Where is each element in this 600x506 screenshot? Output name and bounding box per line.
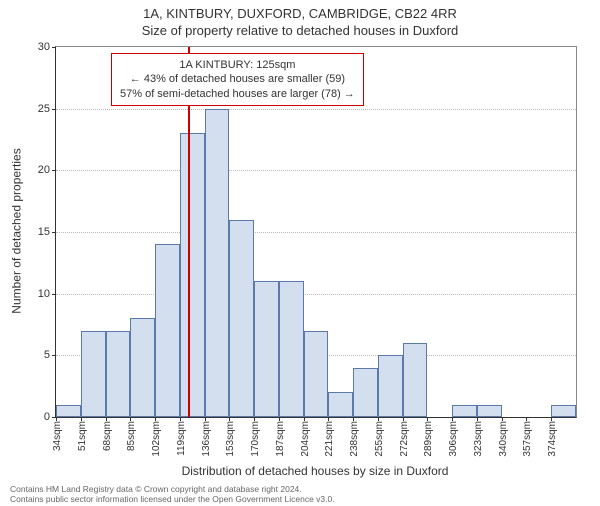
y-axis-label-container: Number of detached properties — [8, 46, 26, 416]
histogram-bar — [477, 405, 502, 417]
x-tick-label: 102sqm — [151, 421, 162, 457]
x-tick-label: 85sqm — [126, 421, 137, 451]
gridline — [56, 109, 576, 110]
y-tick-mark — [52, 355, 56, 356]
gridline — [56, 294, 576, 295]
y-tick-mark — [52, 170, 56, 171]
y-tick-mark — [52, 47, 56, 48]
x-tick-label: 204sqm — [300, 421, 311, 457]
x-tick-label: 170sqm — [250, 421, 261, 457]
annotation-line3: 57% of semi-detached houses are larger (… — [120, 87, 355, 101]
footer-attribution: Contains HM Land Registry data © Crown c… — [10, 484, 335, 504]
histogram-bar — [205, 109, 230, 417]
histogram-bar — [452, 405, 477, 417]
x-tick-label: 323sqm — [473, 421, 484, 457]
y-tick-mark — [52, 109, 56, 110]
annotation-line2: ← 43% of detached houses are smaller (59… — [120, 72, 355, 86]
histogram-bar — [130, 318, 155, 417]
x-tick-label: 187sqm — [275, 421, 286, 457]
y-tick-label: 30 — [38, 41, 50, 53]
y-tick-label: 25 — [38, 103, 50, 115]
histogram-bar — [106, 331, 131, 417]
x-tick-label: 51sqm — [77, 421, 88, 451]
x-axis-label: Distribution of detached houses by size … — [55, 464, 575, 478]
x-tick-label: 255sqm — [374, 421, 385, 457]
histogram-bar — [378, 355, 403, 417]
histogram-bar — [180, 133, 205, 417]
y-tick-label: 0 — [44, 411, 50, 423]
x-tick-label: 340sqm — [498, 421, 509, 457]
x-tick-label: 306sqm — [448, 421, 459, 457]
gridline — [56, 232, 576, 233]
histogram-bar — [328, 392, 353, 417]
histogram-bar — [353, 368, 378, 417]
histogram-bar — [81, 331, 106, 417]
x-tick-label: 374sqm — [547, 421, 558, 457]
histogram-bar — [56, 405, 81, 417]
y-tick-label: 10 — [38, 288, 50, 300]
histogram-bar — [304, 331, 329, 417]
x-tick-label: 34sqm — [52, 421, 63, 451]
histogram-bar — [229, 220, 254, 417]
footer-line2: Contains public sector information licen… — [10, 494, 335, 504]
x-tick-label: 357sqm — [522, 421, 533, 457]
y-tick-label: 15 — [38, 226, 50, 238]
x-tick-label: 119sqm — [176, 421, 187, 456]
x-tick-label: 289sqm — [423, 421, 434, 457]
histogram-bar — [254, 281, 279, 417]
chart-plot-area: 05101520253034sqm51sqm68sqm85sqm102sqm11… — [55, 46, 577, 418]
x-tick-label: 68sqm — [102, 421, 113, 451]
y-tick-label: 20 — [38, 164, 50, 176]
histogram-bar — [155, 244, 180, 417]
histogram-bar — [551, 405, 576, 417]
gridline — [56, 170, 576, 171]
chart-title-address: 1A, KINTBURY, DUXFORD, CAMBRIDGE, CB22 4… — [0, 6, 600, 21]
annotation-line1: 1A KINTBURY: 125sqm — [120, 58, 355, 72]
histogram-bar — [279, 281, 304, 417]
histogram-bar — [403, 343, 428, 417]
y-tick-mark — [52, 294, 56, 295]
footer-line1: Contains HM Land Registry data © Crown c… — [10, 484, 335, 494]
x-tick-label: 221sqm — [324, 421, 335, 457]
x-tick-label: 272sqm — [399, 421, 410, 457]
annotation-box: 1A KINTBURY: 125sqm ← 43% of detached ho… — [111, 53, 364, 106]
y-axis-label: Number of detached properties — [10, 148, 24, 313]
chart-title-subtitle: Size of property relative to detached ho… — [0, 23, 600, 38]
y-tick-label: 5 — [44, 349, 50, 361]
x-tick-label: 238sqm — [349, 421, 360, 457]
x-tick-label: 153sqm — [225, 421, 236, 457]
x-tick-label: 136sqm — [201, 421, 212, 457]
y-tick-mark — [52, 232, 56, 233]
